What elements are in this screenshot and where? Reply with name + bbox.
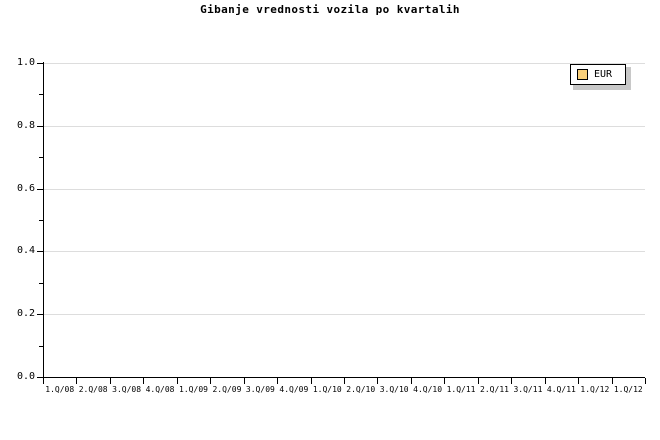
y-axis-label: 0.0 — [16, 371, 35, 382]
x-axis-tick — [645, 378, 646, 384]
x-axis-tick — [578, 378, 579, 384]
x-axis-label: 4.Q/09 — [279, 385, 309, 394]
gridline — [44, 125, 645, 127]
x-axis-label: 1.Q/12 — [613, 385, 643, 394]
x-axis-tick — [411, 378, 412, 384]
y-axis-label: 0.6 — [16, 182, 35, 194]
x-axis-tick — [143, 378, 144, 384]
x-axis-tick — [277, 378, 278, 384]
y-axis-tick-minor — [39, 345, 43, 347]
x-axis-tick — [612, 378, 613, 384]
legend[interactable]: EUR — [570, 64, 626, 85]
y-axis-tick-major — [37, 251, 43, 253]
gridline — [44, 63, 645, 64]
y-axis-line — [43, 62, 44, 378]
gridline — [44, 314, 645, 316]
x-axis-label: 1.Q/08 — [45, 385, 75, 394]
x-axis-tick — [244, 378, 245, 384]
x-axis-label: 1.Q/11 — [446, 385, 476, 394]
y-axis-label: 1.0 — [16, 57, 35, 68]
x-axis-label: 1.Q/12 — [580, 385, 610, 394]
y-axis-tick-major — [37, 188, 43, 190]
gridline — [44, 251, 645, 253]
legend-label-eur: EUR — [594, 68, 613, 80]
x-axis-tick — [43, 378, 44, 384]
x-axis-line — [43, 377, 645, 378]
x-axis-label: 2.Q/08 — [78, 385, 108, 394]
chart-title: Gibanje vrednosti vozila po kvartalih — [200, 3, 460, 16]
y-axis-label: 0.2 — [16, 308, 35, 320]
x-axis-tick — [344, 378, 345, 384]
x-axis-label: 3.Q/08 — [112, 385, 142, 394]
x-axis-label: 3.Q/10 — [379, 385, 409, 394]
x-axis-tick — [76, 378, 77, 384]
y-axis-label: 0.4 — [16, 245, 35, 257]
y-axis-tick-minor — [39, 94, 43, 96]
x-axis-tick — [545, 378, 546, 384]
x-axis-tick — [511, 378, 512, 384]
x-axis-tick — [311, 378, 312, 384]
x-axis-label: 2.Q/10 — [346, 385, 376, 394]
x-axis-tick — [177, 378, 178, 384]
x-axis-label: 4.Q/11 — [546, 385, 576, 394]
x-axis-label: 1.Q/10 — [312, 385, 342, 394]
x-axis-label: 2.Q/11 — [480, 385, 509, 394]
gridline — [44, 188, 645, 190]
x-axis-tick — [377, 378, 378, 384]
x-axis-tick — [110, 378, 111, 384]
y-axis-label: 0.8 — [16, 119, 35, 131]
y-axis-tick-major — [37, 314, 43, 316]
x-axis-label: 4.Q/10 — [413, 385, 443, 394]
plot-area — [43, 63, 645, 377]
x-axis-label: 1.Q/09 — [179, 385, 208, 394]
x-axis-label: 4.Q/08 — [145, 385, 175, 394]
x-axis-label: 3.Q/11 — [513, 385, 543, 394]
x-axis-tick — [444, 378, 445, 384]
legend-swatch-eur — [577, 69, 588, 80]
y-axis-tick-major — [37, 125, 43, 127]
x-axis-label: 2.Q/09 — [212, 385, 242, 394]
y-axis-tick-major — [37, 63, 43, 64]
y-axis-tick-minor — [39, 157, 43, 159]
y-axis-tick-minor — [39, 282, 43, 284]
x-axis-label: 3.Q/09 — [245, 385, 275, 394]
x-axis-tick — [478, 378, 479, 384]
y-axis-tick-major — [37, 377, 43, 378]
x-axis-tick — [210, 378, 211, 384]
y-axis-tick-minor — [39, 220, 43, 221]
